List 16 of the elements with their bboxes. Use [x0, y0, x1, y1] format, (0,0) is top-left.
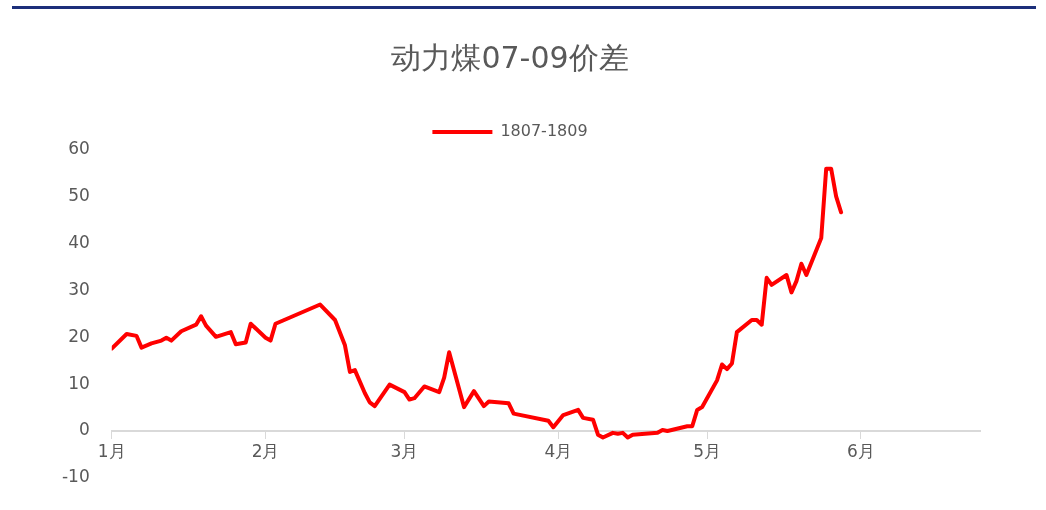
y-tick-label: 60: [68, 138, 90, 159]
x-tick-label: 5月: [693, 440, 722, 461]
y-tick-label: 40: [68, 232, 90, 253]
y-tick-label: 0: [78, 419, 90, 440]
chart-title: 动力煤07-09价差: [391, 39, 629, 75]
x-tick-label: 3月: [390, 440, 419, 461]
x-tick-label: 4月: [544, 440, 573, 461]
y-tick-label: 20: [68, 325, 90, 346]
y-tick-label: -10: [61, 466, 90, 487]
x-tick-label: 2月: [251, 440, 280, 461]
legend-label: 1807-1809: [500, 121, 588, 141]
x-tick-label: 1月: [97, 440, 126, 461]
y-tick-label: 30: [68, 278, 90, 299]
y-tick-label: 10: [68, 372, 90, 393]
x-tick-label: 6月: [847, 440, 875, 461]
y-tick-label: 50: [68, 185, 90, 206]
